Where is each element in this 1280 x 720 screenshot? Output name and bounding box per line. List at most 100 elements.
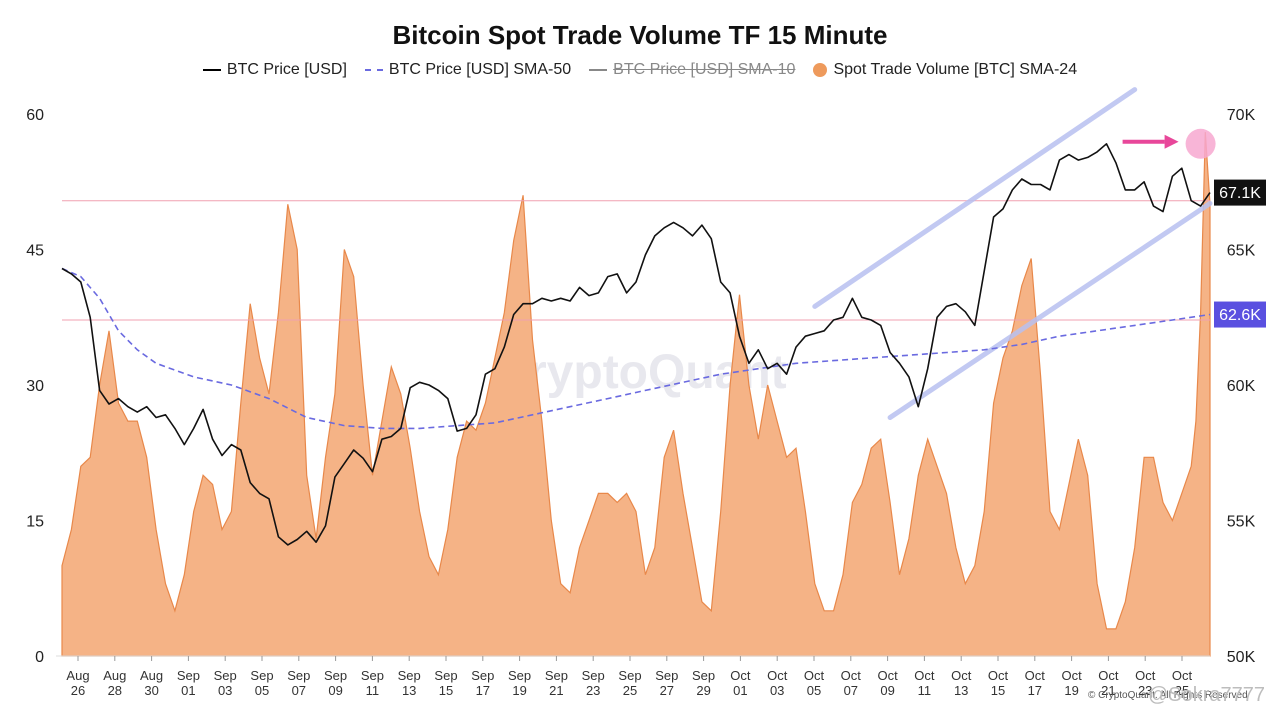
x-axis-tick-month: Oct	[730, 668, 751, 683]
x-axis-tick-day: 03	[770, 683, 784, 698]
chart-title: Bitcoin Spot Trade Volume TF 15 Minute	[392, 20, 888, 50]
x-axis-tick-month: Sep	[361, 668, 384, 683]
x-axis-tick-day: 01	[181, 683, 195, 698]
x-axis-tick-month: Oct	[914, 668, 935, 683]
x-axis-tick-month: Sep	[324, 668, 347, 683]
x-axis-tick-day: 15	[991, 683, 1005, 698]
x-axis-tick-month: Oct	[1061, 668, 1082, 683]
left-axis-tick-label: 30	[26, 378, 44, 395]
legend-swatch-dot	[813, 63, 828, 77]
x-axis-tick-day: 25	[623, 683, 637, 698]
legend-swatch-dashed	[364, 69, 383, 71]
x-axis-tick-month: Aug	[140, 668, 163, 683]
chart-legend: BTC Price [USD] BTC Price [USD] SMA-50 B…	[0, 61, 1280, 79]
channel-line-1	[812, 87, 1138, 309]
channel-line-2	[887, 200, 1213, 421]
btc-price-line	[61, 143, 1211, 546]
x-axis-tick-day: 21	[1101, 683, 1115, 698]
right-axis-tick-label: 55K	[1227, 514, 1256, 531]
right-axis-tick-label: 60K	[1227, 378, 1256, 395]
x-axis-tick-month: Sep	[434, 668, 457, 683]
x-axis-tick-month: Oct	[767, 668, 788, 683]
author-handle: @Sokra7777	[1148, 684, 1266, 706]
x-axis-tick-day: 07	[844, 683, 858, 698]
x-axis-tick-day: 17	[1028, 683, 1042, 698]
x-axis-tick-month: Sep	[177, 668, 200, 683]
x-axis-tick-month: Aug	[103, 668, 126, 683]
legend-label: BTC Price [USD] SMA-50	[388, 61, 572, 78]
sma-50-line	[61, 267, 1211, 430]
x-axis-tick-day: 01	[733, 683, 747, 698]
x-axis-tick-day: 21	[549, 683, 563, 698]
x-axis-tick-month: Oct	[1172, 668, 1193, 683]
x-axis-tick-month: Oct	[951, 668, 972, 683]
x-axis-tick-day: 19	[512, 683, 526, 698]
price-label-box-1	[1214, 179, 1266, 206]
x-axis-tick-month: Oct	[804, 668, 825, 683]
highlight-circle	[1185, 128, 1216, 159]
x-axis-tick-day: 13	[954, 683, 968, 698]
x-axis-tick-day: 29	[696, 683, 710, 698]
pointer-arrow-head	[1164, 134, 1179, 149]
right-axis-tick-label: 50K	[1227, 649, 1256, 666]
legend-item-spot-volume[interactable]: Spot Trade Volume [BTC] SMA-24	[813, 61, 1077, 79]
x-axis-tick-month: Oct	[841, 668, 862, 683]
copyright-text: © CryptoQuant. All Rights Reserved	[1088, 690, 1248, 701]
x-axis-tick-month: Sep	[618, 668, 641, 683]
left-axis-tick-label: 60	[26, 107, 44, 124]
x-axis-tick-month: Sep	[545, 668, 568, 683]
legend-label: BTC Price [USD]	[226, 61, 347, 78]
x-axis-tick-day: 03	[218, 683, 232, 698]
x-axis-tick-day: 30	[144, 683, 158, 698]
left-axis-tick-label: 0	[35, 649, 44, 666]
legend-item-sma-10[interactable]: BTC Price [USD] SMA-10	[589, 61, 795, 79]
x-axis-tick-month: Oct	[1135, 668, 1156, 683]
x-axis-tick-month: Sep	[508, 668, 531, 683]
x-axis-tick-day: 15	[439, 683, 453, 698]
x-axis-tick-month: Sep	[287, 668, 310, 683]
x-axis-tick-day: 05	[255, 683, 269, 698]
x-axis-tick-day: 09	[880, 683, 894, 698]
x-axis-tick-day: 11	[918, 683, 932, 698]
legend-swatch-line-disabled	[589, 69, 608, 71]
x-axis-tick-day: 23	[586, 683, 600, 698]
x-axis-tick-month: Sep	[471, 668, 494, 683]
price-label-box-2	[1214, 301, 1266, 328]
x-axis-tick-day: 13	[402, 683, 416, 698]
legend-item-btc-price[interactable]: BTC Price [USD]	[202, 61, 347, 79]
x-axis-tick-month: Oct	[1025, 668, 1046, 683]
legend-item-sma-50[interactable]: BTC Price [USD] SMA-50	[364, 61, 572, 79]
volume-area	[61, 132, 1211, 657]
x-axis-tick-day: 23	[1138, 683, 1152, 698]
x-axis-tick-day: 05	[807, 683, 821, 698]
legend-label: Spot Trade Volume [BTC] SMA-24	[833, 61, 1078, 78]
x-axis-tick-day: 27	[660, 683, 674, 698]
right-axis-tick-label: 70K	[1227, 107, 1256, 124]
x-axis-tick-day: 26	[71, 683, 85, 698]
left-axis-tick-label: 45	[26, 243, 44, 260]
legend-swatch-line	[202, 69, 221, 71]
x-axis-tick-day: 19	[1064, 683, 1078, 698]
price-label-text-1: 67.1K	[1219, 185, 1261, 202]
price-label-text-2: 62.6K	[1219, 307, 1261, 324]
x-axis-tick-month: Oct	[988, 668, 1009, 683]
x-axis-tick-month: Aug	[66, 668, 89, 683]
x-axis-tick-month: Oct	[1098, 668, 1119, 683]
right-axis-tick-label: 65K	[1227, 243, 1256, 260]
x-axis-tick-month: Sep	[250, 668, 273, 683]
x-axis-tick-day: 25	[1175, 683, 1189, 698]
x-axis-tick-day: 17	[476, 683, 490, 698]
x-axis-tick-day: 28	[108, 683, 122, 698]
x-axis-tick-month: Sep	[582, 668, 605, 683]
x-axis-tick-month: Sep	[214, 668, 237, 683]
left-axis-tick-label: 15	[26, 514, 44, 531]
x-axis-tick-day: 11	[366, 683, 380, 698]
x-axis-tick-month: Oct	[877, 668, 898, 683]
x-axis-tick-day: 09	[328, 683, 342, 698]
x-axis-tick-month: Sep	[692, 668, 715, 683]
x-axis-tick-month: Sep	[655, 668, 678, 683]
legend-label: BTC Price [USD] SMA-10	[613, 61, 796, 78]
x-axis-tick-month: Sep	[398, 668, 421, 683]
x-axis-tick-day: 07	[292, 683, 306, 698]
